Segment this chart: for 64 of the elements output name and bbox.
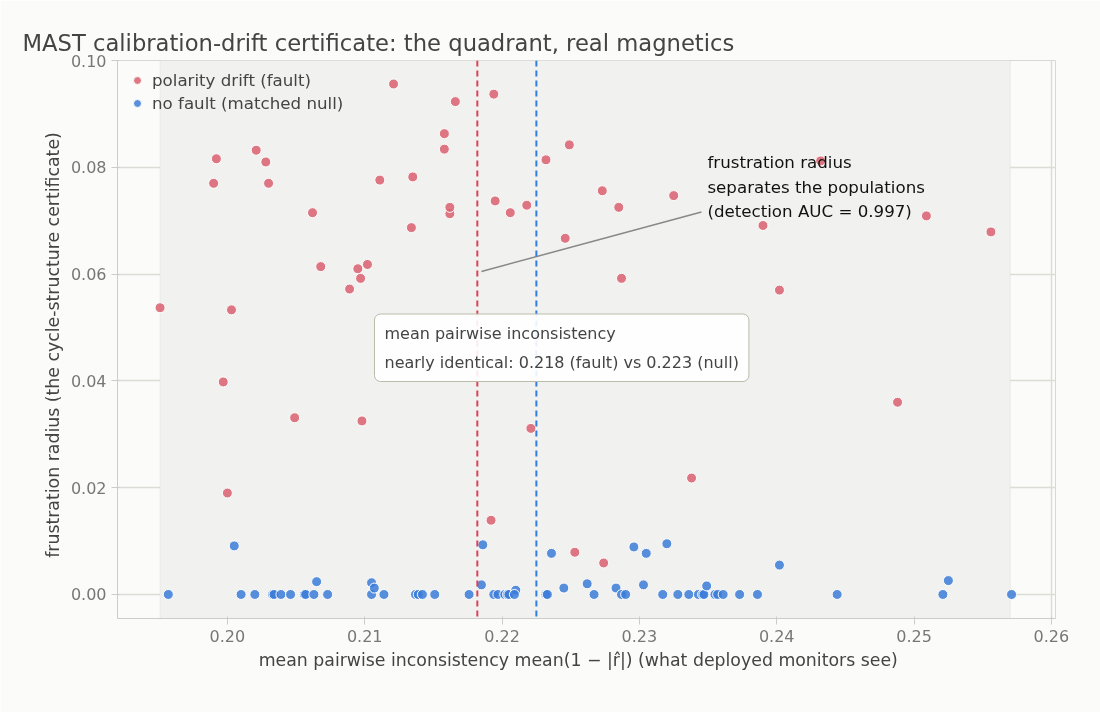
y-tick-label: 0.00: [70, 585, 107, 605]
legend-label: no fault (matched null): [152, 93, 344, 113]
point: [616, 272, 628, 284]
point: [438, 143, 450, 155]
x-axis-title: mean pairwise inconsistency mean(1 − |r̂|) (what deployed monitors see): [258, 649, 898, 670]
x-tick-label: 0.24: [758, 626, 795, 646]
y-tick-label: 0.06: [70, 265, 107, 285]
annotation: frustration radius separates the populations (detection AUC = 0.997): [707, 153, 925, 222]
point: [210, 153, 222, 165]
point: [540, 154, 552, 166]
point: [757, 220, 769, 231]
point: [388, 78, 400, 90]
x-tick-label: 0.20: [209, 626, 246, 646]
y-tick-label: 0.08: [70, 158, 107, 178]
point: [920, 210, 932, 222]
point: [504, 207, 516, 219]
point: [668, 190, 680, 202]
point: [598, 557, 610, 569]
point: [260, 156, 272, 168]
point: [250, 144, 262, 156]
point: [488, 88, 500, 100]
point: [525, 422, 537, 434]
point: [355, 272, 367, 284]
point: [356, 415, 368, 427]
point: [686, 472, 698, 484]
point: [221, 487, 233, 499]
point: [263, 177, 275, 189]
point: [361, 258, 373, 270]
x-tick-label: 0.22: [484, 626, 520, 646]
point: [985, 226, 997, 238]
y-tick-label: 0.02: [70, 478, 107, 498]
point: [154, 302, 166, 314]
point: [208, 177, 220, 189]
point: [559, 232, 571, 244]
x-tick-label: 0.26: [1033, 626, 1070, 646]
point: [307, 207, 319, 219]
point: [563, 139, 575, 151]
x-tick-label: 0.25: [896, 626, 932, 646]
y-tick-label: 0.04: [70, 371, 107, 391]
x-tick-label: 0.21: [346, 626, 383, 646]
point: [407, 171, 419, 183]
point: [289, 412, 301, 424]
x-tick-label: 0.23: [621, 626, 658, 646]
annotation: mean pairwise inconsistency nearly identical: 0.218 (fault) vs 0.223 (null): [384, 324, 739, 372]
point: [438, 128, 450, 140]
point: [217, 376, 229, 388]
point: [596, 185, 608, 197]
point: [225, 304, 237, 316]
point: [521, 199, 533, 211]
point: [489, 195, 501, 207]
point: [613, 201, 625, 213]
point: [449, 96, 461, 108]
point: [344, 283, 356, 295]
legend-label: polarity drift (fault): [152, 70, 311, 90]
y-axis-title: frustration radius (the cycle-structure certificate): [42, 132, 63, 558]
point: [892, 396, 904, 408]
point: [569, 546, 581, 558]
point: [315, 261, 327, 273]
point: [773, 284, 785, 296]
point: [444, 201, 456, 213]
point: [405, 222, 417, 234]
point: [374, 174, 386, 186]
point: [352, 263, 364, 275]
point: [485, 514, 497, 526]
